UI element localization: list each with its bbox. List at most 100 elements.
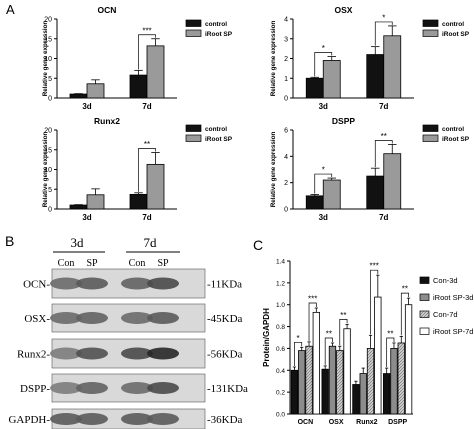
legend-swatch — [422, 124, 439, 132]
legend-swatch — [185, 124, 202, 132]
significance-label: ** — [402, 285, 408, 294]
significance-bracket — [370, 269, 379, 335]
y-tick-label: 20 — [44, 128, 52, 135]
bar-iroot-sp-7d-ocn — [312, 311, 320, 415]
protein-label: DSPP- — [20, 383, 50, 395]
significance-bracket — [374, 21, 393, 46]
blot-band — [76, 413, 108, 425]
bar-control-3d — [305, 195, 324, 210]
protein-label: Runx2- — [17, 349, 50, 361]
bar-con-3d-osx — [321, 368, 329, 415]
x-tick-label: 7d — [142, 102, 151, 111]
significance-label: ** — [326, 329, 332, 338]
panel-label-a: A — [6, 2, 15, 17]
blot-band — [76, 347, 108, 360]
bar-con-3d-dspp — [383, 373, 391, 415]
chart-title: Runx2 — [94, 116, 120, 126]
legend-label: Con-3d — [433, 276, 458, 285]
mw-label: -56KDa — [207, 349, 243, 361]
y-axis-label: Relative gene expression — [270, 21, 277, 97]
panel-label-b: B — [5, 233, 15, 249]
lane-label: SP — [157, 258, 169, 269]
x-tick-label: 7d — [379, 102, 388, 111]
significance-bracket — [400, 292, 409, 336]
bar-iroot-sp-3d-dspp — [390, 348, 398, 415]
y-tick-label: 2 — [284, 56, 288, 63]
bar-iroot-sp-3d-ocn — [298, 350, 306, 415]
y-tick-label: 0.6 — [276, 346, 285, 353]
legend-label: control — [442, 21, 464, 28]
panel-label-c: C — [253, 237, 264, 253]
bar-con-3d-ocn — [290, 369, 299, 415]
blot-band — [147, 312, 179, 324]
significance-label: ** — [340, 311, 346, 320]
blot-band — [121, 382, 153, 394]
bar-control-7d — [129, 193, 148, 210]
blot-band — [147, 382, 179, 394]
y-tick-label: 0 — [284, 96, 288, 103]
x-tick-label: OSX — [329, 419, 344, 426]
y-tick-label: 0.0 — [276, 412, 285, 419]
bar-iroot-sp-7d-runx2 — [374, 296, 382, 415]
significance-label: ** — [381, 132, 387, 141]
chart-4: Protein/GAPDH 0.0 0.2 0.4 0.6 0.8 1.0 1.2 1.4 OCN… — [262, 259, 473, 427]
x-tick-label: OCN — [298, 419, 314, 426]
legend-swatch — [419, 276, 430, 284]
significance-label: *** — [142, 26, 151, 35]
bar-control-3d — [69, 204, 88, 210]
bar-control-7d — [366, 175, 385, 210]
bar-iroot-sp-7d — [146, 45, 165, 99]
legend-label: control — [442, 126, 464, 133]
y-tick-label: 0.2 — [276, 390, 285, 397]
blot-band — [50, 347, 82, 360]
mw-label: -11KDa — [207, 279, 242, 291]
x-tick-label: 3d — [82, 213, 91, 222]
bar-iroot-sp-3d — [86, 194, 105, 210]
bar-con-7d-dspp — [397, 342, 405, 415]
western-blot: 3d 7d Con SP Con SP OCN- -11KDa OSX- -45KDa Runx2-… — [8, 235, 248, 429]
y-tick-label: 10 — [44, 167, 52, 174]
y-tick-label: 0 — [48, 96, 52, 103]
protein-label: GAPDH- — [8, 414, 50, 426]
legend-swatch — [422, 29, 439, 37]
chart-title: OCN — [98, 5, 117, 15]
legend-label: iRoot SP-7d — [433, 327, 473, 336]
blot-band — [147, 413, 179, 425]
group-label-7d: 7d — [144, 235, 158, 250]
mw-label: -45KDa — [207, 313, 243, 325]
y-tick-label: 0.8 — [276, 324, 285, 331]
significance-label: *** — [370, 262, 379, 271]
bar-iroot-sp-3d — [322, 179, 341, 210]
significance-bracket — [339, 319, 348, 346]
significance-bracket — [308, 302, 317, 341]
mw-label: -36KDa — [207, 414, 243, 426]
legend-label: iRoot SP — [442, 31, 470, 38]
significance-label: ** — [144, 140, 150, 149]
legend-swatch — [419, 327, 430, 335]
significance-bracket — [374, 140, 393, 168]
y-tick-label: 15 — [44, 36, 52, 43]
y-tick-label: 1.4 — [276, 259, 285, 266]
legend-swatch — [419, 293, 430, 301]
y-tick-label: 2 — [284, 180, 288, 187]
blot-band — [50, 277, 82, 290]
chart-1: OSX Relative gene expression 0 1 2 3 4 3d 7d * * co… — [270, 5, 470, 111]
bar-iroot-sp-3d-runx2 — [359, 373, 367, 415]
bar-iroot-sp-3d-osx — [328, 345, 337, 415]
significance-label: * — [382, 13, 385, 22]
blot-band — [147, 347, 179, 360]
x-tick-label: DSPP — [388, 419, 407, 426]
blot-band — [147, 277, 179, 290]
significance-bracket — [314, 173, 333, 194]
significance-label: * — [297, 334, 300, 343]
legend-label: control — [205, 126, 227, 133]
blot-band — [121, 413, 153, 425]
blot-band — [76, 312, 108, 324]
legend-label: Con-7d — [433, 310, 458, 319]
bar-iroot-sp-7d — [383, 153, 402, 210]
significance-bracket — [294, 341, 303, 367]
